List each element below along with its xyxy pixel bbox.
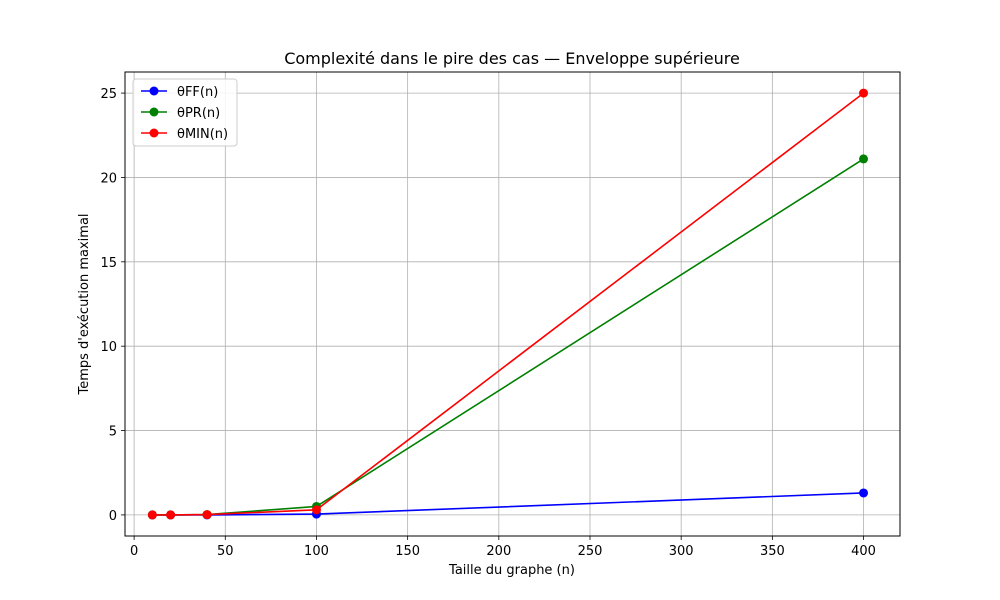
legend: θFF(n) θPR(n) θMIN(n) [132, 78, 238, 147]
x-axis: 0 50 100 150 200 250 300 350 400 [130, 536, 876, 559]
y-tick-label: 10 [100, 340, 117, 355]
x-tick-label: 100 [304, 544, 329, 559]
data-point [202, 510, 212, 520]
legend-label: θFF(n) [177, 85, 218, 100]
x-tick-label: 200 [486, 544, 511, 559]
data-point [859, 154, 869, 164]
y-axis-label: Temps d'exécution maximal [77, 213, 92, 395]
y-tick-label: 25 [100, 87, 117, 102]
series-line [152, 92, 865, 516]
chart-title: Complexité dans le pire des cas — Envelo… [284, 49, 740, 68]
legend-label: θPR(n) [177, 106, 220, 121]
y-tick-label: 15 [100, 256, 117, 271]
data-point [166, 510, 176, 520]
y-tick-label: 20 [100, 171, 117, 186]
y-tick-label: 0 [109, 509, 117, 524]
x-tick-label: 50 [217, 544, 234, 559]
y-tick-label: 5 [109, 425, 117, 440]
x-axis-label: Taille du graphe (n) [448, 563, 575, 578]
y-axis: 0 5 10 15 20 25 [100, 87, 125, 524]
x-tick-label: 0 [130, 544, 138, 559]
legend-marker [149, 86, 159, 96]
data-point [859, 488, 869, 498]
x-tick-label: 400 [851, 544, 876, 559]
data-point [147, 510, 157, 520]
plot-area-frame [124, 71, 901, 537]
data-point [311, 505, 321, 515]
x-tick-label: 350 [760, 544, 785, 559]
series-line [152, 158, 864, 516]
x-tick-label: 150 [395, 544, 420, 559]
plot-series [147, 88, 869, 520]
grid [125, 72, 900, 536]
legend-label: θMIN(n) [177, 127, 228, 142]
x-tick-label: 250 [578, 544, 603, 559]
x-tick-label: 300 [669, 544, 694, 559]
legend-marker [149, 128, 159, 138]
data-point [859, 88, 869, 98]
legend-marker [149, 107, 159, 117]
legend-box [132, 78, 238, 147]
